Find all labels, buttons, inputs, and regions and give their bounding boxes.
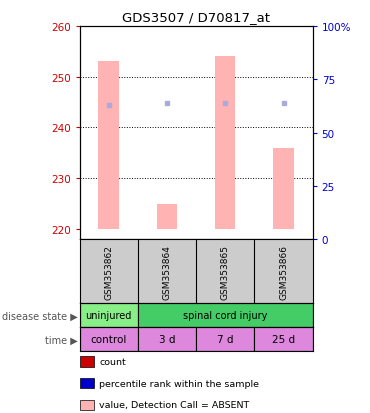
Text: count: count: [99, 357, 126, 366]
Text: percentile rank within the sample: percentile rank within the sample: [99, 379, 259, 388]
Bar: [215, 57, 235, 229]
Text: uninjured: uninjured: [85, 311, 132, 320]
Text: spinal cord injury: spinal cord injury: [183, 311, 268, 320]
Text: GSM353866: GSM353866: [279, 244, 288, 299]
Bar: [196, 328, 255, 351]
Text: 3 d: 3 d: [159, 335, 175, 344]
Bar: [255, 328, 313, 351]
Text: time ▶: time ▶: [45, 335, 78, 344]
Bar: [273, 148, 294, 229]
Text: GSM353865: GSM353865: [221, 244, 230, 299]
Text: 7 d: 7 d: [217, 335, 233, 344]
Bar: [157, 204, 177, 229]
Text: value, Detection Call = ABSENT: value, Detection Call = ABSENT: [99, 400, 249, 409]
Text: 25 d: 25 d: [272, 335, 295, 344]
Bar: [138, 304, 313, 328]
Bar: [138, 328, 196, 351]
Bar: [80, 328, 138, 351]
Text: control: control: [91, 335, 127, 344]
Bar: [80, 304, 138, 328]
Title: GDS3507 / D70817_at: GDS3507 / D70817_at: [122, 11, 270, 24]
Text: GSM353864: GSM353864: [162, 244, 171, 299]
Bar: [98, 62, 119, 229]
Text: disease state ▶: disease state ▶: [2, 311, 78, 320]
Text: GSM353862: GSM353862: [104, 244, 113, 299]
